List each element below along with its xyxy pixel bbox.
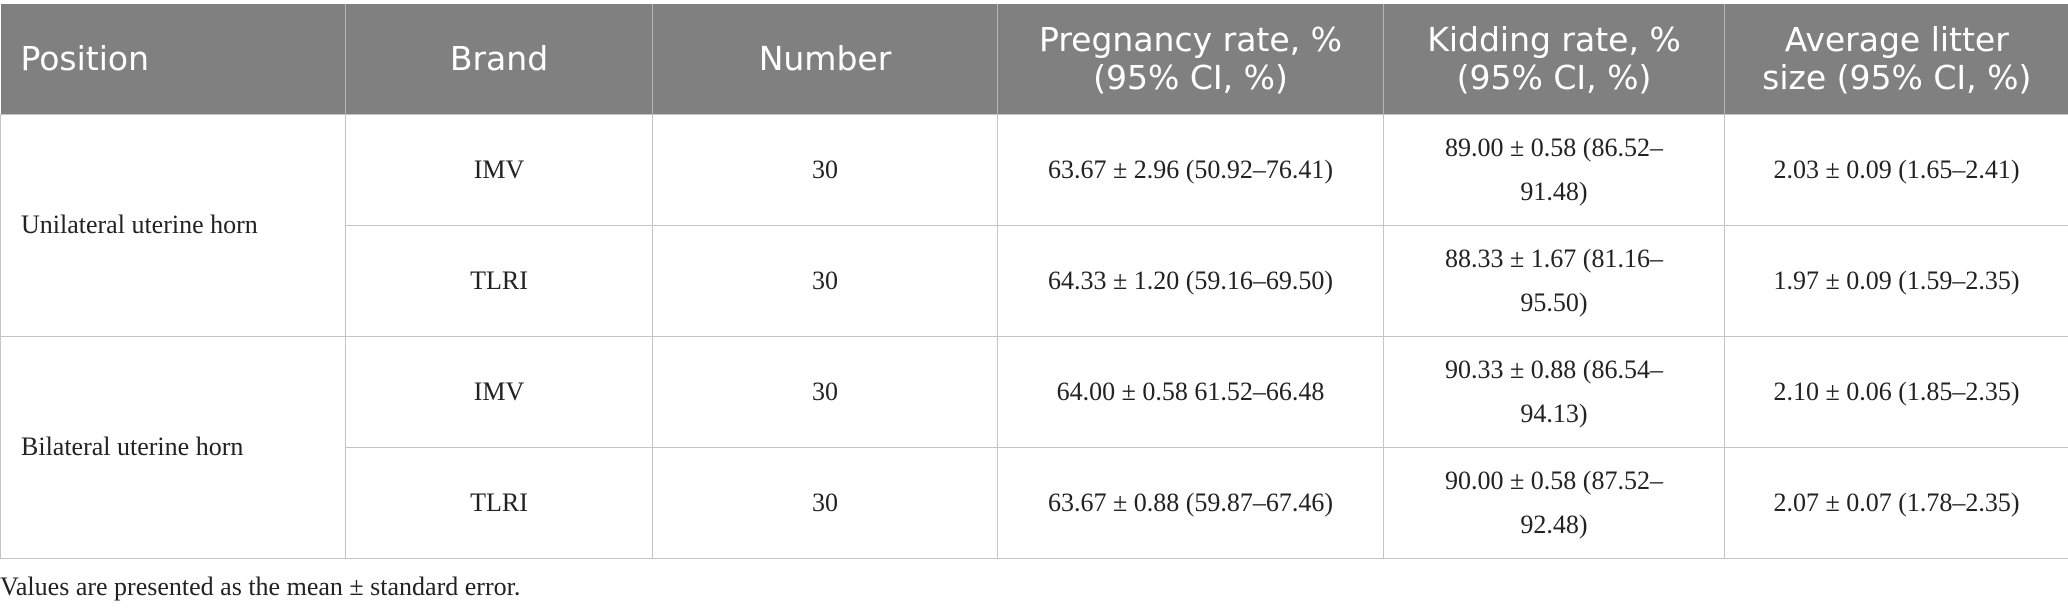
- position-cell: Unilateral uterine horn: [0, 113, 346, 337]
- brand-cell: IMV: [345, 113, 653, 226]
- kidding-line1: 89.00 ± 0.58 (86.52–: [1445, 132, 1663, 162]
- kidding-line1: 90.00 ± 0.58 (87.52–: [1445, 465, 1663, 495]
- number-cell: 30: [652, 446, 998, 559]
- number-cell: 30: [652, 224, 998, 337]
- litter-cell: 2.03 ± 0.09 (1.65–2.41): [1724, 113, 2068, 226]
- pregnancy-cell: 63.67 ± 2.96 (50.92–76.41): [997, 113, 1384, 226]
- results-table: Position Brand Number Pregnancy rate, % …: [0, 4, 2068, 559]
- kidding-line1: 88.33 ± 1.67 (81.16–: [1445, 243, 1663, 273]
- pregnancy-cell: 64.33 ± 1.20 (59.16–69.50): [997, 224, 1384, 337]
- header-litter-line2: size (95% CI, %): [1762, 57, 2032, 97]
- kidding-line2: 95.50): [1520, 287, 1588, 317]
- header-brand: Brand: [345, 4, 653, 114]
- header-kidding-line2: (95% CI, %): [1456, 57, 1652, 97]
- header-litter-size: Average litter size (95% CI, %): [1724, 4, 2068, 114]
- pregnancy-cell: 64.00 ± 0.58 61.52–66.48: [997, 335, 1384, 448]
- header-pregnancy-line1: Pregnancy rate, %: [1039, 19, 1342, 59]
- litter-cell: 2.10 ± 0.06 (1.85–2.35): [1724, 335, 2068, 448]
- header-kidding-rate: Kidding rate, % (95% CI, %): [1383, 4, 1725, 114]
- number-cell: 30: [652, 335, 998, 448]
- header-litter-line1: Average litter: [1784, 19, 2009, 59]
- table-row: Unilateral uterine horn IMV 30 63.67 ± 2…: [0, 113, 2068, 337]
- kidding-line2: 91.48): [1520, 176, 1588, 206]
- kidding-cell: 88.33 ± 1.67 (81.16– 95.50): [1383, 224, 1725, 337]
- position-cell: Bilateral uterine horn: [0, 335, 346, 559]
- header-pregnancy-line2: (95% CI, %): [1093, 57, 1288, 97]
- table-row: TLRI 30 63.67 ± 0.88 (59.87–67.46) 90.00…: [1, 446, 2068, 559]
- kidding-line2: 92.48): [1520, 509, 1588, 539]
- header-pregnancy-rate: Pregnancy rate, % (95% CI, %): [997, 4, 1384, 114]
- litter-cell: 2.07 ± 0.07 (1.78–2.35): [1724, 446, 2068, 559]
- header-kidding-line1: Kidding rate, %: [1427, 19, 1681, 59]
- kidding-cell: 89.00 ± 0.58 (86.52– 91.48): [1383, 113, 1725, 226]
- pregnancy-cell: 63.67 ± 0.88 (59.87–67.46): [997, 446, 1384, 559]
- kidding-line2: 94.13): [1520, 398, 1588, 428]
- kidding-cell: 90.33 ± 0.88 (86.54– 94.13): [1383, 335, 1725, 448]
- brand-cell: IMV: [345, 335, 653, 448]
- number-cell: 30: [652, 113, 998, 226]
- header-row: Position Brand Number Pregnancy rate, % …: [0, 4, 2068, 114]
- kidding-line1: 90.33 ± 0.88 (86.54–: [1445, 354, 1663, 384]
- table-row: Bilateral uterine horn IMV 30 64.00 ± 0.…: [0, 335, 2068, 559]
- header-position: Position: [0, 4, 346, 114]
- kidding-cell: 90.00 ± 0.58 (87.52– 92.48): [1383, 446, 1725, 559]
- table-footnote: Values are presented as the mean ± stand…: [0, 572, 521, 601]
- brand-cell: TLRI: [345, 224, 653, 337]
- brand-cell: TLRI: [345, 446, 653, 559]
- litter-cell: 1.97 ± 0.09 (1.59–2.35): [1724, 224, 2068, 337]
- header-number: Number: [652, 4, 998, 114]
